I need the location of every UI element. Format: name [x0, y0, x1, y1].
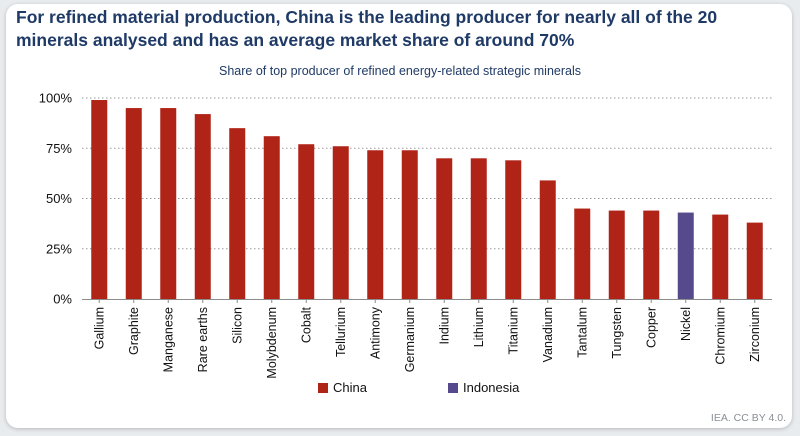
x-tick-label: Gallium	[92, 307, 106, 349]
x-tick-label: Antimony	[368, 306, 382, 359]
legend-item-china: China	[318, 380, 367, 395]
bar	[91, 100, 108, 299]
bar	[367, 150, 384, 299]
legend-swatch-indonesia	[448, 382, 458, 393]
y-tick-label: 25%	[46, 241, 72, 256]
y-tick-label: 50%	[46, 191, 72, 206]
legend-label-indonesia: Indonesia	[463, 380, 520, 395]
bar	[677, 212, 694, 299]
x-tick-label: Titanium	[506, 307, 520, 354]
x-tick-label: Tantalum	[575, 307, 589, 358]
x-tick-label: Lithium	[472, 307, 486, 347]
bar	[298, 144, 315, 299]
y-tick-label: 75%	[46, 141, 72, 156]
bar	[125, 108, 142, 299]
bar	[436, 158, 453, 299]
headline: For refined material production, China i…	[16, 7, 718, 50]
x-tick-label: Tungsten	[610, 307, 624, 359]
bar	[263, 136, 280, 299]
bar	[505, 160, 522, 299]
y-tick-label: 100%	[39, 91, 73, 106]
legend-item-indonesia: Indonesia	[448, 380, 519, 395]
bar	[746, 222, 763, 299]
chart-title: Share of top producer of refined energy-…	[219, 64, 581, 78]
x-tick-label: Cobalt	[299, 306, 313, 343]
legend-label-china: China	[333, 380, 367, 395]
x-tick-label: Vanadium	[541, 307, 555, 362]
bar	[470, 158, 487, 299]
x-tick-label: Silicon	[230, 307, 244, 344]
bar	[160, 108, 177, 299]
x-tick-label: Molybdenum	[265, 307, 279, 379]
x-tick-label: Zirconium	[748, 307, 762, 362]
bar	[539, 180, 556, 299]
x-tick-label: Nickel	[679, 307, 693, 341]
x-tick-label: Germanium	[403, 307, 417, 372]
x-tick-label: Indium	[437, 307, 451, 345]
bar	[332, 146, 349, 299]
bar	[574, 208, 591, 299]
x-tick-label: Chromium	[713, 307, 727, 365]
x-tick-label: Graphite	[127, 307, 141, 355]
legend-swatch-china	[318, 382, 328, 393]
bar	[643, 210, 660, 299]
credit-text: IEA. CC BY 4.0.	[710, 412, 786, 424]
bar	[194, 114, 211, 299]
x-tick-label: Copper	[644, 307, 658, 348]
x-tick-label: Manganese	[161, 307, 175, 372]
bar	[401, 150, 418, 299]
y-tick-label: 0%	[53, 292, 72, 307]
bar	[712, 214, 729, 299]
x-tick-label: Rare earths	[196, 307, 210, 372]
bar	[229, 128, 246, 299]
x-tick-label: Tellurium	[334, 307, 348, 357]
bar	[608, 210, 625, 299]
